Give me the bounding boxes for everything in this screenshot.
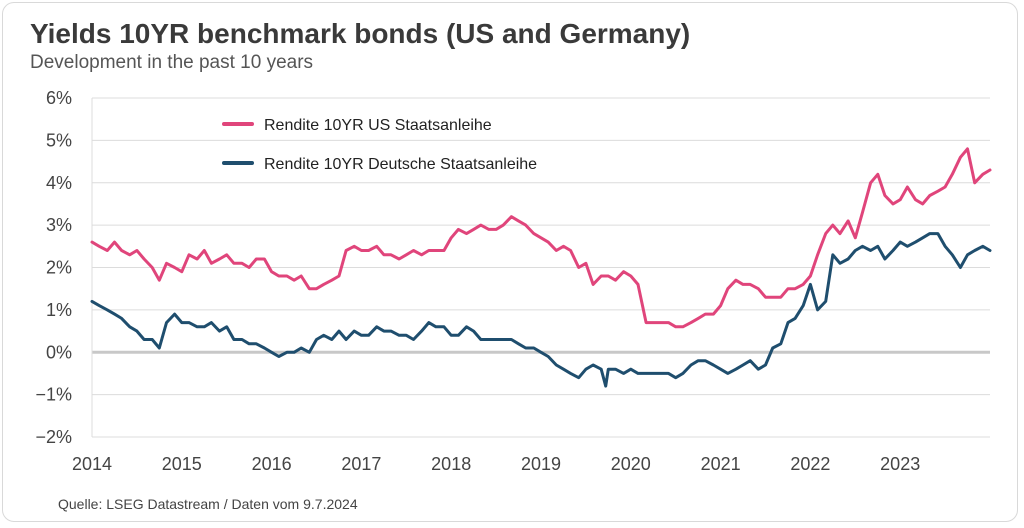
x-tick-label: 2017 (341, 454, 381, 474)
source-note: Quelle: LSEG Datastream / Daten vom 9.7.… (58, 496, 358, 512)
y-tick-label: 0% (46, 342, 72, 362)
legend-label-us: Rendite 10YR US Staatsanleihe (264, 117, 492, 134)
x-tick-label: 2019 (521, 454, 561, 474)
y-tick-label: −1% (35, 385, 72, 405)
y-tick-label: 2% (46, 258, 72, 278)
grid-lines (92, 98, 990, 437)
x-tick-label: 2023 (880, 454, 920, 474)
y-tick-label: 5% (46, 130, 72, 150)
x-tick-label: 2016 (252, 454, 292, 474)
x-tick-label: 2022 (790, 454, 830, 474)
y-tick-label: −2% (35, 427, 72, 447)
y-tick-label: 4% (46, 173, 72, 193)
legend-label-de: Rendite 10YR Deutsche Staatsanleihe (264, 156, 537, 173)
x-tick-label: 2014 (72, 454, 112, 474)
x-tick-label: 2020 (611, 454, 651, 474)
series-line-us (92, 149, 990, 327)
y-tick-label: 1% (46, 300, 72, 320)
x-tick-label: 2021 (701, 454, 741, 474)
y-tick-label: 3% (46, 215, 72, 235)
x-tick-label: 2018 (431, 454, 471, 474)
legend: Rendite 10YR US Staatsanleihe Rendite 10… (224, 117, 537, 173)
y-tick-label: 6% (46, 88, 72, 108)
line-chart: 6%5%4%3%2%1%0%−1%−2% 2014 2015 2016 2017 201… (0, 0, 1024, 528)
y-axis-ticks: 6% 5% 4% 3% 2% 1% 0% −1% −2% (35, 88, 72, 447)
x-tick-label: 2015 (162, 454, 202, 474)
x-axis-ticks: 2014 2015 2016 2017 2018 2019 2020 2021 2022 2023 (72, 454, 920, 474)
